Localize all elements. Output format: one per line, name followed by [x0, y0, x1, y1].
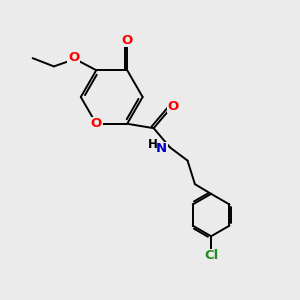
Text: O: O	[68, 51, 79, 64]
Text: O: O	[167, 100, 178, 112]
Text: O: O	[91, 117, 102, 130]
Text: Cl: Cl	[204, 250, 218, 262]
Text: H: H	[148, 139, 158, 152]
Text: O: O	[122, 34, 133, 47]
Text: N: N	[156, 142, 167, 155]
